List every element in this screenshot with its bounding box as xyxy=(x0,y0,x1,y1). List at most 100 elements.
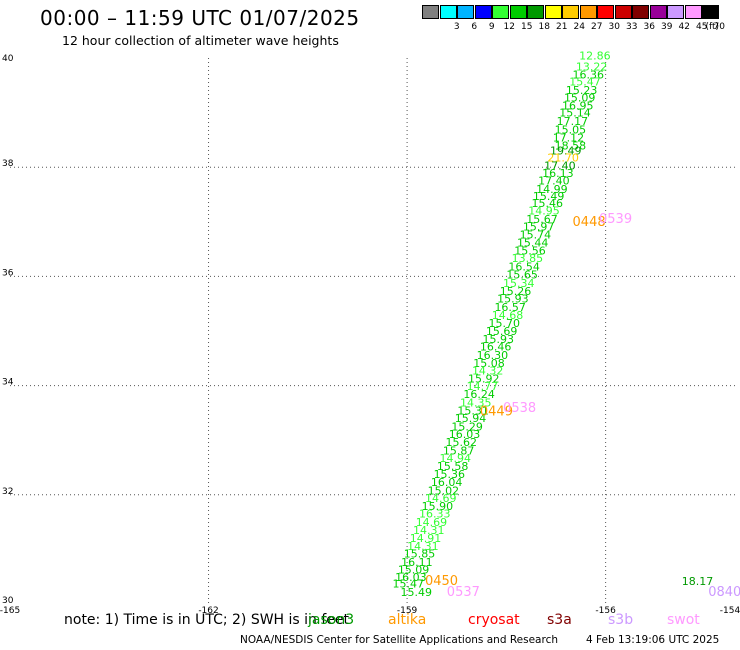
wave-height-label: 14.69 xyxy=(425,492,457,505)
wave-height-label: 14.94 xyxy=(440,452,472,465)
legend-swatch xyxy=(649,5,667,19)
lat-tick-label: 32 xyxy=(2,487,13,497)
footer-date: 4 Feb 13:19:06 UTC 2025 xyxy=(586,634,720,646)
wave-height-label: 15.69 xyxy=(486,325,518,338)
legend-label: 24 xyxy=(573,22,585,32)
wave-height-label: 14.35 xyxy=(460,396,492,409)
satellite-swot: swot xyxy=(667,612,700,628)
wave-height-label: 15.94 xyxy=(455,412,487,425)
wave-height-label: 15.49 xyxy=(400,586,432,599)
wave-height-label: 13.85 xyxy=(512,252,544,265)
satellite-s3b: s3b xyxy=(608,612,634,628)
legend-label: 27 xyxy=(591,22,603,32)
pass-time-label: 0537 xyxy=(447,585,480,600)
page-subtitle: 12 hour collection of altimeter wave hei… xyxy=(62,33,339,48)
wave-height-label: 15.14 xyxy=(559,106,591,119)
wave-height-label: 16.03 xyxy=(449,428,481,441)
legend-swatch xyxy=(597,5,614,19)
wave-height-label: 15.36 xyxy=(434,468,466,481)
legend-swatch xyxy=(474,5,492,19)
wave-height-label: 15.34 xyxy=(503,277,535,290)
wave-height-label: 14.77 xyxy=(467,380,499,393)
legend-swatch xyxy=(509,5,527,19)
page-title: 00:00 – 11:59 UTC 01/07/2025 xyxy=(40,6,360,30)
wave-height-label: 15.31 xyxy=(457,405,489,418)
wave-height-label: 16.46 xyxy=(480,341,512,354)
satellite-cryosat: cryosat xyxy=(468,612,520,628)
wave-height-label: 15.47 xyxy=(393,578,425,591)
wave-height-label: 16.95 xyxy=(562,99,594,112)
wave-height-label: 15.85 xyxy=(404,548,436,561)
pass-time-label: 0449 xyxy=(480,405,513,420)
legend-label: 42 xyxy=(678,22,690,32)
wave-height-label: 17.40 xyxy=(538,175,570,188)
lat-tick-label: 30 xyxy=(2,596,14,606)
satellite-jason3: jason3 xyxy=(308,612,355,628)
wave-height-label: 14.95 xyxy=(528,205,560,218)
wave-height-label: 17.12 xyxy=(553,132,585,145)
wave-height-label: 13.22 xyxy=(576,61,608,74)
legend-swatch xyxy=(562,5,579,19)
legend-swatch xyxy=(684,5,702,19)
pass-time-label: 0450 xyxy=(425,574,458,589)
wave-height-label: 19.49 xyxy=(550,145,582,158)
lon-tick-label: -165 xyxy=(0,606,20,616)
wave-height-label: 15.93 xyxy=(483,333,515,346)
wave-height-label: 15.74 xyxy=(520,229,552,242)
wave-height-label: 15.26 xyxy=(500,285,532,298)
wave-height-label: 15.62 xyxy=(445,436,477,449)
wave-height-label: 15.65 xyxy=(506,269,538,282)
wave-height-label: 14.32 xyxy=(472,365,504,378)
legend-label: 39 xyxy=(661,22,673,32)
legend-swatch xyxy=(667,5,684,19)
pass-time-label: 0538 xyxy=(503,401,536,416)
lon-tick-label: -162 xyxy=(198,606,218,616)
lon-tick-label: -154 xyxy=(720,606,740,616)
pass-time-label: 0840 xyxy=(708,585,740,600)
legend-label: 33 xyxy=(626,22,638,32)
wave-height-label: 17.17 xyxy=(557,115,589,128)
lat-tick-label: 36 xyxy=(2,268,14,278)
wave-height-label: 16.03 xyxy=(395,571,427,584)
pass-time-label: 0448 xyxy=(573,215,606,230)
legend-swatch xyxy=(579,5,597,19)
legend-label: 6 xyxy=(471,22,478,32)
wave-height-label: 15.44 xyxy=(517,236,549,249)
wave-height-label: 15.56 xyxy=(514,245,546,258)
wave-height-label: 15.02 xyxy=(428,484,460,497)
wave-height-label: 14.69 xyxy=(416,516,448,529)
legend-label: 9 xyxy=(488,22,495,32)
wave-height-label: 17.40 xyxy=(544,159,576,172)
wave-height-label: 15.49 xyxy=(533,190,565,203)
legend-label: 15 xyxy=(521,22,533,32)
legend-unit: (ft) xyxy=(705,22,720,32)
wave-height-label: 16.33 xyxy=(419,508,451,521)
lat-tick-label: 38 xyxy=(2,159,14,169)
legend-label: 30 xyxy=(608,22,620,32)
legend-label: 45 xyxy=(696,22,708,32)
wave-height-label: 21.70 xyxy=(547,152,579,165)
lon-tick-label: -156 xyxy=(595,606,616,616)
legend-label: 3 xyxy=(453,22,460,32)
wave-height-label: 15.09 xyxy=(564,92,596,105)
wave-height-label: 14.91 xyxy=(410,532,442,545)
note-text: note: 1) Time is in UTC; 2) SWH is in fe… xyxy=(64,612,350,628)
wave-height-label: 15.46 xyxy=(532,197,564,210)
wave-height-label: 15.05 xyxy=(555,123,587,136)
wave-height-label: 15.09 xyxy=(398,563,430,576)
wave-height-label: 15.29 xyxy=(451,420,483,433)
legend-label: 18 xyxy=(538,22,550,32)
wave-height-label: 14.68 xyxy=(492,309,524,322)
lat-tick-label: 40 xyxy=(2,54,14,64)
wave-height-label: 15.70 xyxy=(488,317,519,330)
legend-swatch xyxy=(422,5,439,19)
wave-height-label: 15.23 xyxy=(566,84,598,97)
legend-label: 36 xyxy=(643,22,655,32)
legend-swatch xyxy=(527,5,544,19)
wave-height-label: 16.11 xyxy=(401,556,433,569)
wave-height-label: 15.97 xyxy=(523,221,555,234)
satellite-altika: altika xyxy=(388,612,427,628)
satellite-s3a: s3a xyxy=(547,612,572,628)
wave-height-label: 16.36 xyxy=(573,69,605,82)
